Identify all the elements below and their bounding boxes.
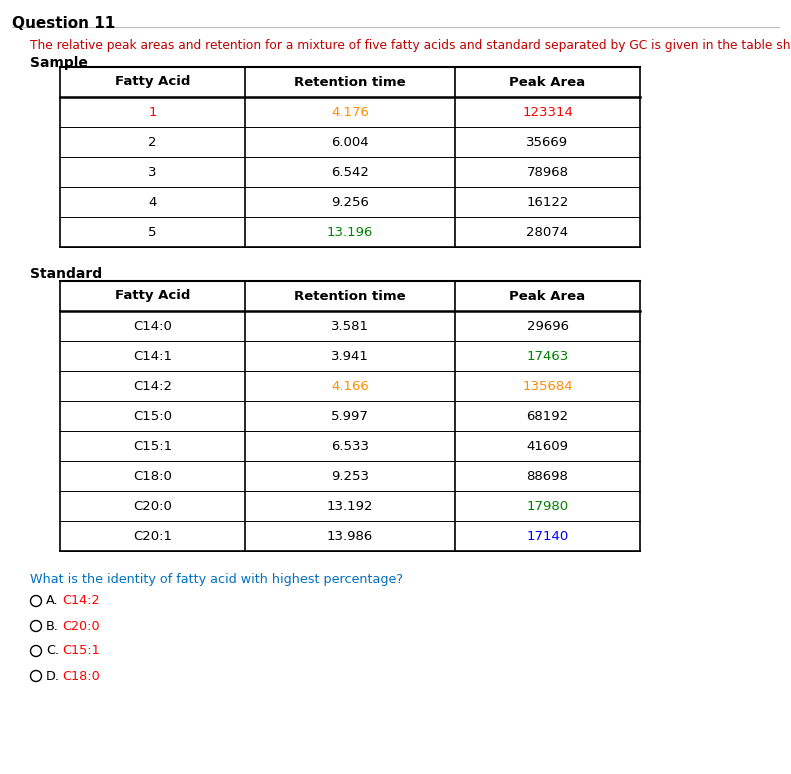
Text: B.: B. (46, 619, 59, 632)
Text: 3.581: 3.581 (331, 320, 369, 333)
Text: What is the identity of fatty acid with highest percentage?: What is the identity of fatty acid with … (30, 573, 403, 586)
Text: 4: 4 (149, 196, 157, 208)
Text: 88698: 88698 (527, 470, 569, 482)
Text: 13.192: 13.192 (327, 499, 373, 512)
Text: C.: C. (46, 645, 59, 657)
Text: 17980: 17980 (527, 499, 569, 512)
Text: Sample: Sample (30, 56, 88, 70)
Text: C14:1: C14:1 (133, 350, 172, 362)
Text: 17463: 17463 (526, 350, 569, 362)
Text: 3: 3 (148, 166, 157, 179)
Text: 41609: 41609 (527, 440, 569, 453)
Text: C20:1: C20:1 (133, 529, 172, 543)
Text: 29696: 29696 (527, 320, 569, 333)
Text: 5.997: 5.997 (331, 409, 369, 423)
Text: 28074: 28074 (527, 225, 569, 238)
Text: D.: D. (46, 670, 60, 683)
Text: 9.253: 9.253 (331, 470, 369, 482)
Text: C14:2: C14:2 (133, 379, 172, 392)
Text: 13.196: 13.196 (327, 225, 373, 238)
Text: Retention time: Retention time (294, 289, 406, 303)
Text: A.: A. (46, 594, 59, 608)
Text: C15:1: C15:1 (133, 440, 172, 453)
Text: 4.176: 4.176 (331, 105, 369, 118)
Text: 135684: 135684 (522, 379, 573, 392)
Text: 13.986: 13.986 (327, 529, 373, 543)
Text: Standard: Standard (30, 267, 102, 281)
Text: C18:0: C18:0 (62, 670, 100, 683)
Text: 6.542: 6.542 (331, 166, 369, 179)
Text: 78968: 78968 (527, 166, 569, 179)
Text: C20:0: C20:0 (133, 499, 172, 512)
Text: The relative peak areas and retention for a mixture of five fatty acids and stan: The relative peak areas and retention fo… (30, 39, 791, 52)
Text: Question 11: Question 11 (12, 16, 115, 31)
Text: C15:1: C15:1 (62, 645, 100, 657)
Text: C14:0: C14:0 (133, 320, 172, 333)
Text: 6.004: 6.004 (331, 135, 369, 149)
Text: 4.166: 4.166 (331, 379, 369, 392)
Text: 9.256: 9.256 (331, 196, 369, 208)
Text: 17140: 17140 (526, 529, 569, 543)
Text: C15:0: C15:0 (133, 409, 172, 423)
Text: Fatty Acid: Fatty Acid (115, 76, 190, 88)
Text: Retention time: Retention time (294, 76, 406, 88)
Text: 68192: 68192 (527, 409, 569, 423)
Text: C20:0: C20:0 (62, 619, 100, 632)
Text: Peak Area: Peak Area (509, 76, 585, 88)
Text: Peak Area: Peak Area (509, 289, 585, 303)
Text: 5: 5 (148, 225, 157, 238)
Text: C14:2: C14:2 (62, 594, 100, 608)
Text: 16122: 16122 (526, 196, 569, 208)
Text: 2: 2 (148, 135, 157, 149)
Text: 6.533: 6.533 (331, 440, 369, 453)
Text: C18:0: C18:0 (133, 470, 172, 482)
Text: 1: 1 (148, 105, 157, 118)
Text: 3.941: 3.941 (331, 350, 369, 362)
Text: Fatty Acid: Fatty Acid (115, 289, 190, 303)
Text: 35669: 35669 (527, 135, 569, 149)
Text: 123314: 123314 (522, 105, 573, 118)
